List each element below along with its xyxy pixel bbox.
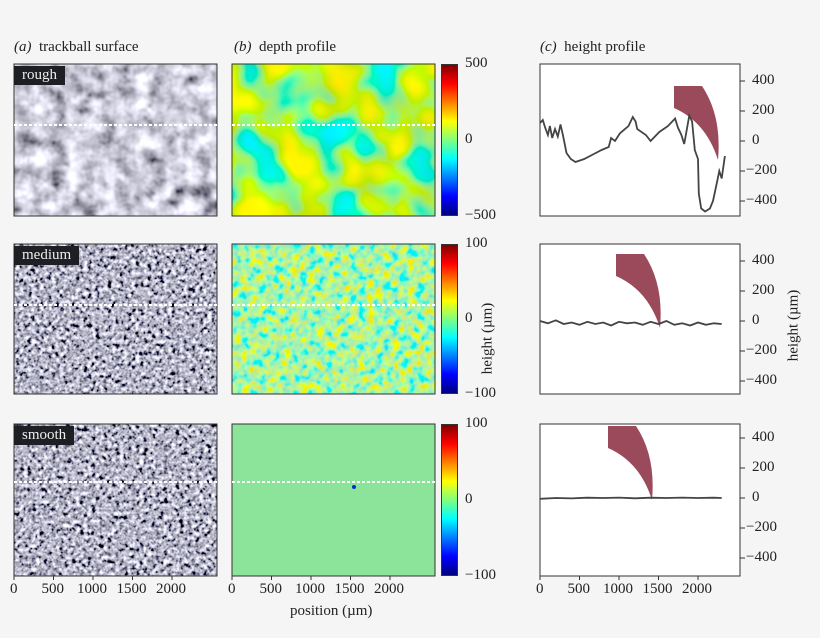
y-tick-label: 400 <box>752 429 775 445</box>
photo-frame <box>13 63 218 217</box>
colorbar-tick: −100 <box>465 385 496 401</box>
panel-c-header: (c) height profile <box>540 39 646 55</box>
panel-b-header: (b) depth profile <box>234 39 337 55</box>
y-tick-label: −400 <box>746 372 777 388</box>
y-tick-label: −200 <box>746 162 777 178</box>
y-tick-label: −200 <box>746 342 777 358</box>
panel-a-header: (a) trackball surface <box>14 39 139 55</box>
x-tick-label: 2000 <box>374 581 404 597</box>
y-tick-label: 0 <box>752 132 760 148</box>
colorbar <box>441 244 458 394</box>
claw-icon <box>616 254 661 328</box>
y-tick-label: 200 <box>752 459 775 475</box>
row-label-medium: medium <box>14 246 80 265</box>
colorbar-tick: 0 <box>465 131 473 147</box>
depth-map <box>232 424 435 576</box>
colorbar-tick: −100 <box>465 567 496 583</box>
y-tick-label: −400 <box>746 192 777 208</box>
y-tick-label: 0 <box>752 489 760 505</box>
map-frame <box>231 243 436 395</box>
x-tick-label: 1500 <box>642 581 673 597</box>
colorbar-tick: 100 <box>465 415 488 431</box>
surface-photo <box>14 244 217 394</box>
x-tick-label: 500 <box>41 581 65 597</box>
colorbar-tick: −500 <box>465 207 496 223</box>
x-axis-label: position (µm) <box>290 603 373 619</box>
colorbar <box>441 424 458 576</box>
x-tick-label: 1500 <box>334 581 365 597</box>
claw-inset <box>606 426 670 508</box>
claw-icon <box>674 86 719 160</box>
x-tick-label: 2000 <box>682 581 712 597</box>
photo-frame <box>13 243 218 395</box>
colorbar-tick: 500 <box>465 55 488 71</box>
depth-map <box>232 244 435 394</box>
y-tick-label: −200 <box>746 519 777 535</box>
x-tick-label: 500 <box>567 581 591 597</box>
height-profile-line-medium <box>539 319 722 327</box>
colorbar-tick: 0 <box>465 310 473 326</box>
x-tick-label: 0 <box>228 581 236 597</box>
y-tick-label: −400 <box>746 549 777 565</box>
depth-map <box>232 64 435 216</box>
x-tick-label: 500 <box>259 581 283 597</box>
x-tick-label: 1500 <box>116 581 147 597</box>
x-tick-label: 1000 <box>295 581 325 597</box>
row-label-smooth: smooth <box>14 426 75 445</box>
row-label-rough: rough <box>14 66 65 85</box>
x-tick-label: 1000 <box>77 581 107 597</box>
y-tick-label: 400 <box>752 72 775 88</box>
surface-photo <box>14 64 217 216</box>
map-frame <box>231 423 436 577</box>
x-tick-label: 0 <box>10 581 18 597</box>
y-tick-label: 200 <box>752 282 775 298</box>
height-profile-line-rough <box>539 112 726 213</box>
map-frame <box>231 63 436 217</box>
x-tick-label: 1000 <box>603 581 633 597</box>
colorbar <box>441 64 458 216</box>
photo-frame <box>13 423 218 577</box>
y-tick-label: 200 <box>752 102 775 118</box>
claw-inset <box>672 86 736 168</box>
colorbar-tick: 0 <box>465 491 473 507</box>
claw-icon <box>608 426 653 500</box>
surface-photo <box>14 424 217 576</box>
y-tick-label: 0 <box>752 312 760 328</box>
height-profile-line-smooth <box>539 496 722 500</box>
depth-map-spot <box>352 485 356 489</box>
y-tick-label: 400 <box>752 252 775 268</box>
x-tick-label: 2000 <box>156 581 186 597</box>
colorbar-tick: 100 <box>465 235 488 251</box>
x-tick-label: 0 <box>536 581 544 597</box>
